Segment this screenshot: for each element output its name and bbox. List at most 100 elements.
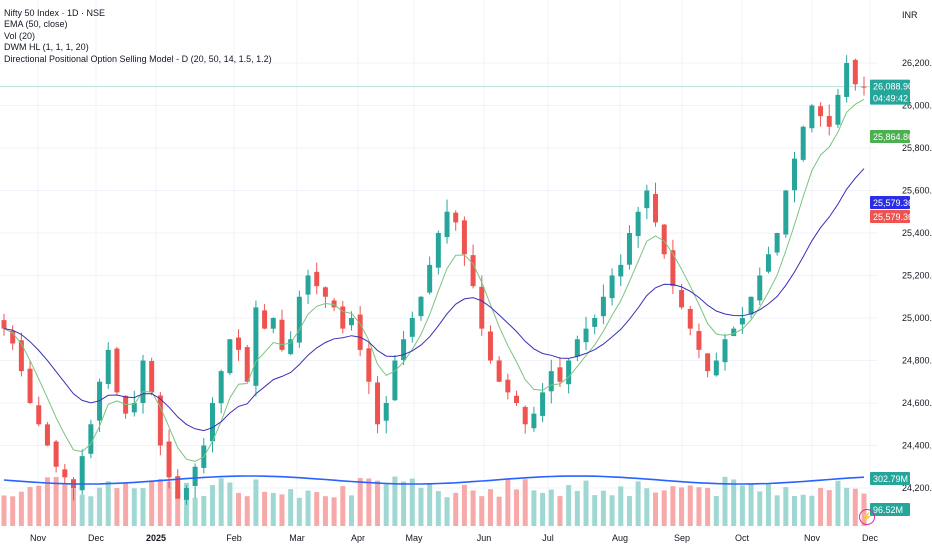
- countdown-badge-bg: [870, 91, 910, 105]
- volume-bar: [548, 489, 554, 526]
- candle-body: [105, 349, 111, 384]
- volume-bar: [331, 497, 337, 526]
- volume-bar: [36, 485, 42, 526]
- candle-body: [540, 392, 546, 416]
- candles: [1, 55, 867, 505]
- candle-body: [157, 395, 163, 446]
- legend: Nifty 50 Index · 1D · NSE EMA (50, close…: [4, 8, 272, 65]
- candle-body: [818, 106, 824, 117]
- volume-bar: [670, 486, 676, 526]
- volume-bar: [618, 486, 624, 526]
- volume-bar: [644, 488, 650, 526]
- x-tick-label: Apr: [351, 533, 365, 543]
- x-tick-label: Nov: [30, 533, 47, 543]
- candle-body: [574, 339, 580, 357]
- candle-body: [375, 382, 381, 425]
- y-tick-label: 24,200.00: [902, 483, 932, 493]
- volume-bar: [70, 488, 76, 526]
- ema-badge-a: 25,579.36: [873, 198, 913, 208]
- volume-bar: [401, 481, 407, 526]
- volume-bar: [626, 496, 632, 526]
- candle-body: [140, 360, 146, 404]
- candle-body: [288, 339, 294, 355]
- candle-body: [401, 339, 407, 361]
- candle-body: [435, 233, 441, 268]
- volume-bar: [844, 487, 850, 526]
- candle-body: [296, 296, 302, 343]
- volume-bar: [166, 481, 172, 526]
- y-tick-label: 25,600.00: [902, 186, 932, 196]
- candle-body: [209, 403, 215, 442]
- candle-body: [531, 413, 537, 429]
- currency-label[interactable]: INR: [902, 10, 918, 20]
- candle-body: [739, 318, 745, 325]
- candle-body: [514, 395, 520, 403]
- candle-body: [626, 233, 632, 265]
- candle-body: [826, 115, 832, 127]
- volume-bar: [131, 488, 137, 526]
- legend-vol[interactable]: Vol (20): [4, 30, 36, 41]
- vol-badge-bg: [870, 472, 910, 485]
- candle-body: [53, 441, 59, 467]
- candle-body: [175, 476, 181, 499]
- indicator-lines: [3, 98, 865, 485]
- legend-dwm[interactable]: DWM HL (1, 1, 1, 20): [4, 42, 89, 53]
- candle-body: [166, 441, 172, 478]
- volume-bar: [270, 492, 276, 526]
- x-tick-label: May: [405, 533, 423, 543]
- candle-body: [1, 320, 7, 329]
- volume-bar: [201, 496, 207, 526]
- candle-body: [418, 296, 424, 317]
- volume-bar: [305, 490, 311, 526]
- legend-model[interactable]: Directional Positional Option Selling Mo…: [4, 53, 272, 64]
- volume-bar: [288, 489, 294, 526]
- candle-body: [470, 255, 476, 287]
- candle-body: [409, 318, 415, 337]
- volume-bar: [453, 492, 459, 526]
- candle-body: [679, 289, 685, 308]
- volume-bar: [774, 495, 780, 526]
- candle-body: [331, 300, 337, 308]
- candle-body: [852, 59, 858, 85]
- candle-body: [774, 233, 780, 253]
- candle-body: [114, 348, 120, 393]
- fast-ma-badge: 25,864.86: [873, 132, 913, 142]
- volume-bar: [566, 485, 572, 526]
- volume-bar: [765, 483, 771, 526]
- y-tick-label: 24,800.00: [902, 356, 932, 366]
- candle-body: [783, 190, 789, 235]
- price-badges: 26,088.90 04:49:42 25,864.86 25,579.36 25,57…: [870, 79, 913, 516]
- volume-bar: [62, 483, 68, 526]
- volume-bar: [739, 485, 745, 526]
- lightning-icon[interactable]: ⚡: [859, 509, 875, 525]
- x-tick-label: Sep: [674, 533, 690, 543]
- volume-bar: [340, 486, 346, 526]
- volume-bar: [583, 480, 589, 526]
- candle-body: [444, 211, 450, 238]
- ema50-line: [3, 168, 865, 432]
- candle-body: [348, 318, 354, 326]
- candle-body: [322, 287, 328, 297]
- candle-body: [262, 310, 268, 329]
- y-tick-label: 26,200.00: [902, 58, 932, 68]
- candle-body: [357, 314, 363, 350]
- volume-bar: [435, 491, 441, 526]
- candle-body: [227, 339, 233, 374]
- volume-bar: [514, 489, 520, 526]
- ema-badge-b: 25,579.36: [873, 212, 913, 222]
- x-tick-label: Feb: [226, 533, 242, 543]
- legend-ema[interactable]: EMA (50, close): [4, 19, 68, 30]
- x-tick-label: Oct: [735, 533, 750, 543]
- candle-body: [340, 306, 346, 329]
- x-tick-label: Jun: [477, 533, 492, 543]
- candle-body: [800, 126, 806, 160]
- volume-bar: [818, 487, 824, 526]
- legend-title[interactable]: Nifty 50 Index · 1D · NSE: [4, 8, 106, 18]
- y-axis: 26,200.00 26,000.00 25,800.00 25,600.00 25,4…: [902, 58, 932, 493]
- candle-body: [765, 254, 771, 272]
- candle-body: [496, 360, 502, 382]
- grid-lines: [0, 0, 880, 528]
- y-tick-label: 25,400.00: [902, 228, 932, 238]
- candle-body: [670, 250, 676, 287]
